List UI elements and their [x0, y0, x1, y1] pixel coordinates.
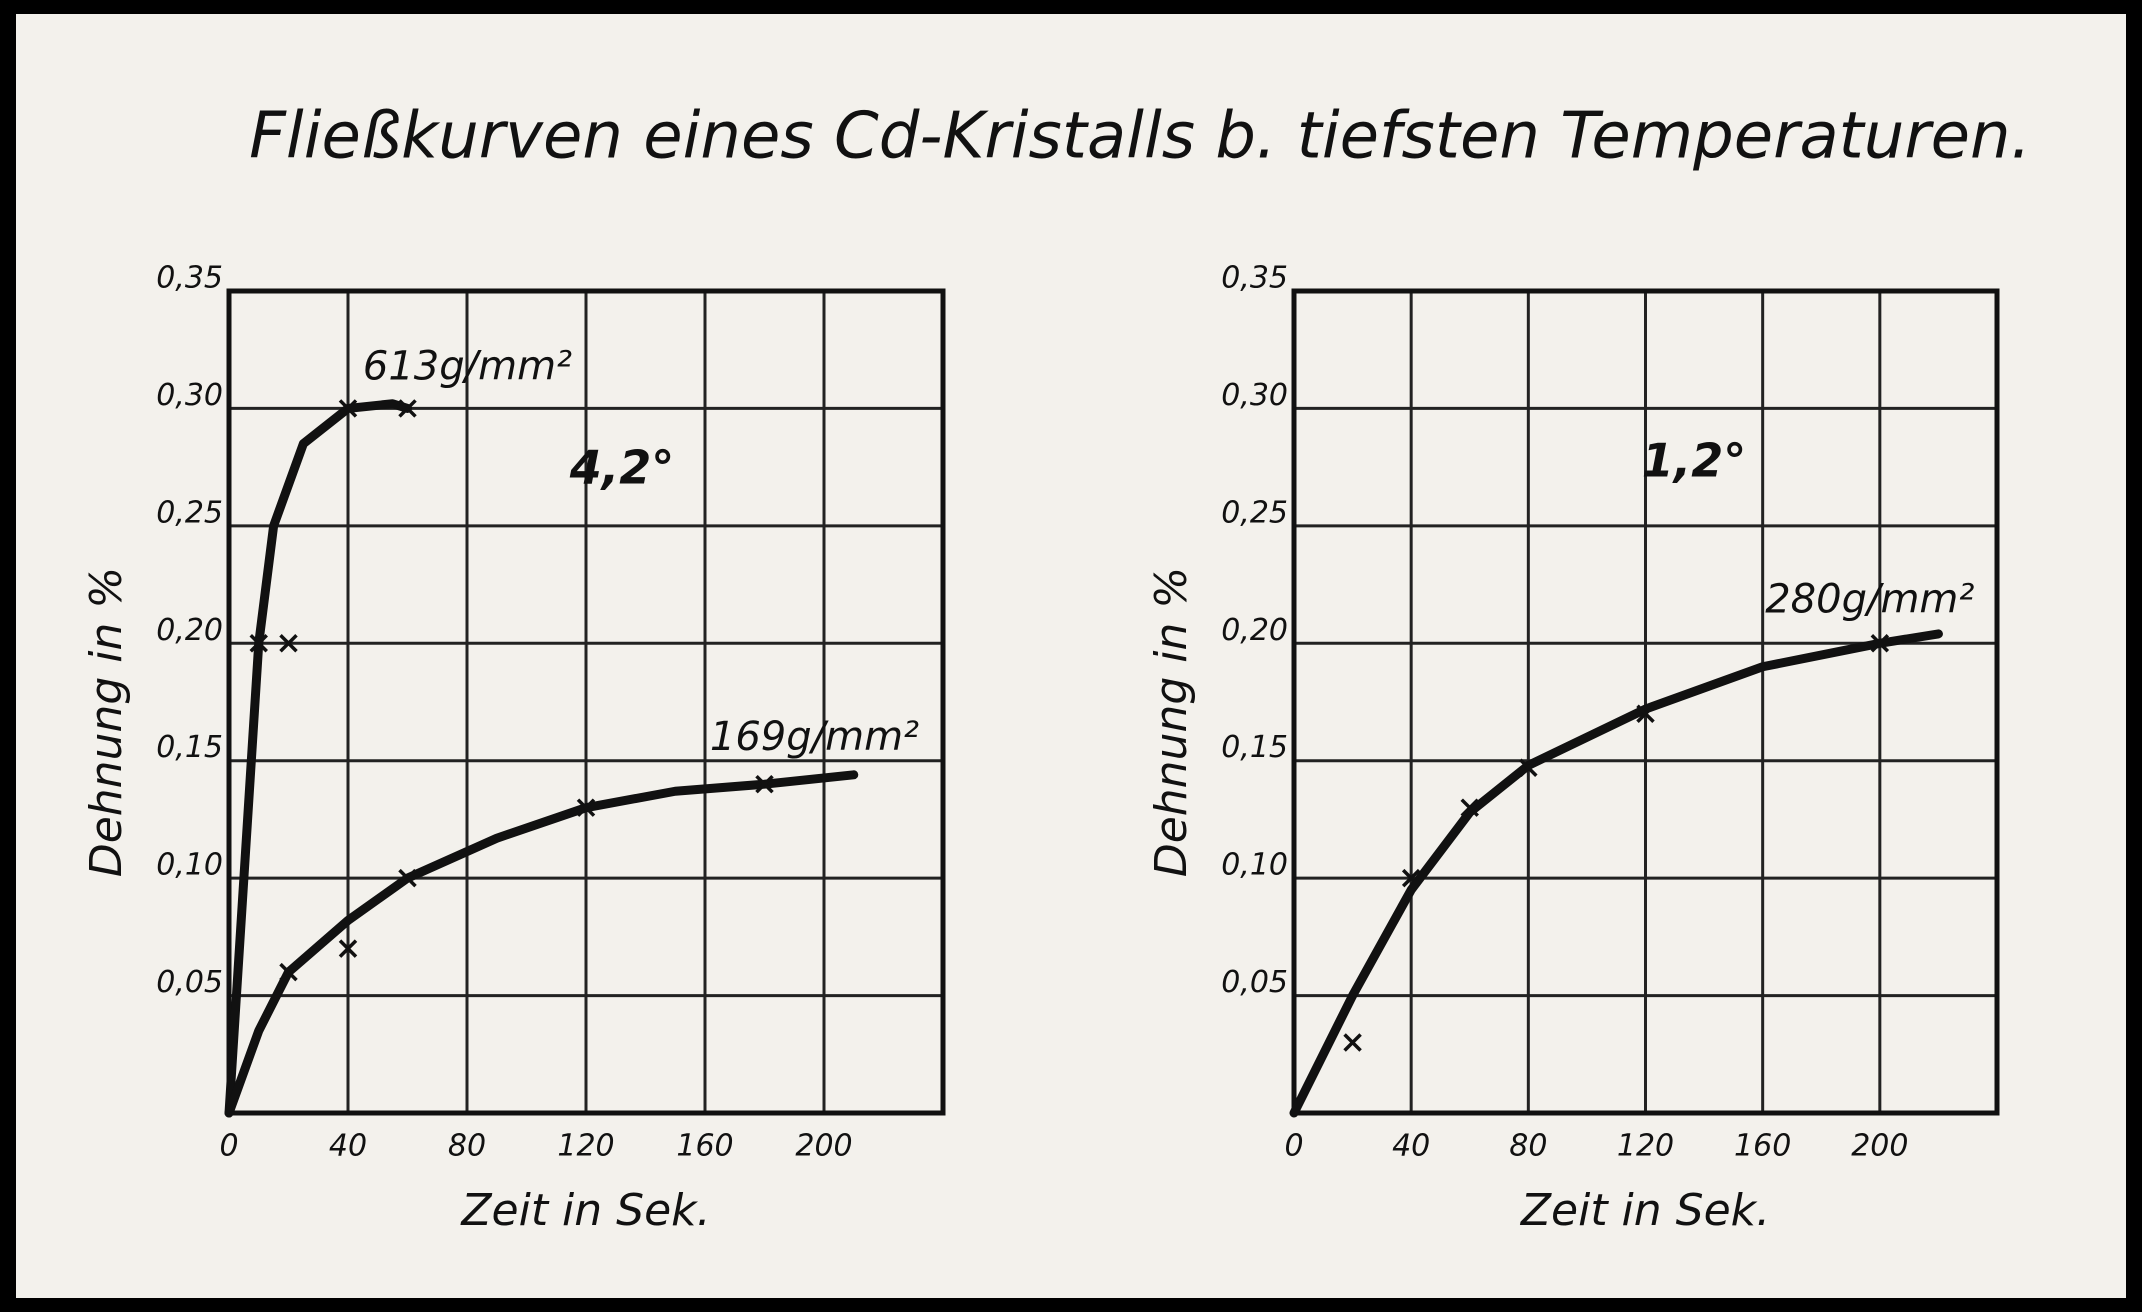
- y-tick-label: 0,25: [1221, 495, 1288, 530]
- x-tick-label: 120: [1617, 1129, 1674, 1164]
- plot-frame: [1291, 288, 2000, 1116]
- y-tick-label: 0,20: [156, 613, 223, 648]
- x-axis-label: Zeit in Sek.: [1520, 1185, 1770, 1236]
- y-tick-label: 0,10: [156, 848, 223, 883]
- series-label: 169g/mm²: [710, 714, 919, 760]
- data-point: [398, 868, 417, 888]
- x-tick-label: 0: [219, 1129, 238, 1164]
- data-point: [755, 774, 774, 794]
- y-tick-label: 0,15: [156, 730, 223, 765]
- data-point: [1636, 704, 1655, 723]
- curve: [224, 770, 859, 1118]
- y-axis-label: Dehnung in %: [81, 567, 132, 877]
- annotation: 1,2°: [1642, 434, 1747, 488]
- y-tick-label: 0,30: [156, 378, 223, 413]
- y-tick-label: 0,30: [1221, 378, 1288, 413]
- annotation: 4,2°: [569, 441, 675, 495]
- y-tick-label: 0,35: [1221, 261, 1288, 296]
- data-point: [279, 962, 298, 982]
- data-point: [338, 939, 358, 958]
- series-label: 613g/mm²: [363, 343, 572, 389]
- y-tick-label: 0,35: [156, 261, 223, 296]
- y-tick-label: 0,10: [1221, 848, 1288, 883]
- y-tick-label: 0,05: [156, 965, 223, 1000]
- x-tick-label: 200: [795, 1129, 852, 1164]
- x-tick-label: 200: [1851, 1129, 1908, 1164]
- data-point: [1401, 868, 1421, 888]
- data-point: [279, 634, 298, 653]
- data-point: [249, 634, 268, 653]
- data-point: [1343, 1033, 1362, 1052]
- y-tick-label: 0,15: [1221, 730, 1288, 765]
- series-label: 280g/mm²: [1765, 576, 1974, 622]
- x-axis-label: Zeit in Sek.: [460, 1185, 710, 1236]
- y-axis-label: Dehnung in %: [1146, 567, 1197, 877]
- y-tick-label: 0,05: [1221, 965, 1288, 1000]
- y-tick-label: 0,25: [156, 495, 223, 530]
- x-tick-label: 40: [329, 1129, 367, 1164]
- x-tick-label: 120: [557, 1129, 614, 1164]
- slide-title: Fließkurven eines Cd-Kristalls b. tiefst…: [249, 100, 2031, 174]
- x-tick-label: 0: [1284, 1129, 1303, 1164]
- x-tick-label: 160: [676, 1129, 733, 1164]
- x-tick-label: 40: [1392, 1129, 1430, 1164]
- plot-frame: [226, 288, 946, 1116]
- data-point: [576, 798, 596, 817]
- data-point: [398, 399, 417, 418]
- x-tick-label: 80: [448, 1129, 486, 1164]
- data-point: [338, 399, 358, 418]
- data-point: [1460, 798, 1479, 817]
- data-point: [1870, 634, 1890, 653]
- data-point: [1519, 758, 1538, 777]
- x-tick-label: 80: [1509, 1129, 1547, 1164]
- curve: [224, 399, 412, 1118]
- y-tick-label: 0,20: [1221, 613, 1288, 648]
- slide-background: [16, 14, 2126, 1298]
- x-tick-label: 160: [1734, 1129, 1791, 1164]
